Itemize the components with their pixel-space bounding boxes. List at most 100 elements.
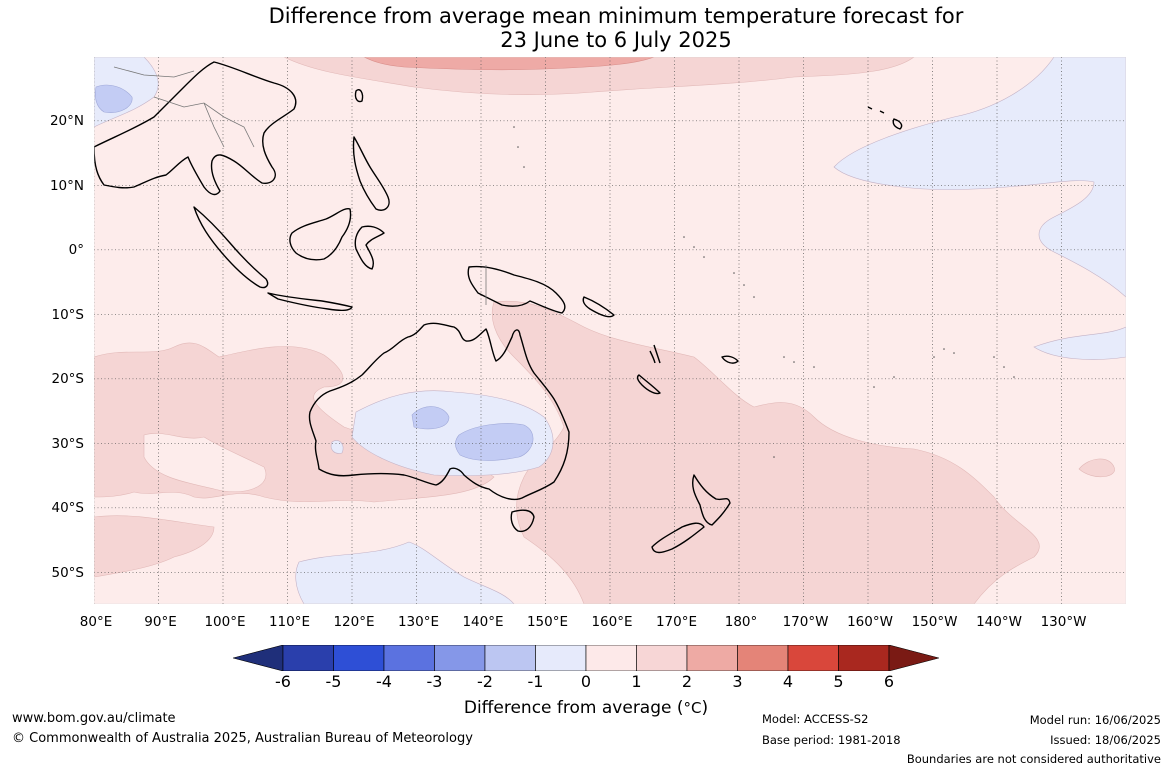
forecast-map <box>94 57 1126 604</box>
latitude-label: 10°N <box>49 177 84 194</box>
colorbar-segment <box>383 645 435 671</box>
colorbar-segment <box>585 645 637 671</box>
colorbar-tick-label: 1 <box>631 672 642 691</box>
colorbar-tick-label: 6 <box>883 672 895 691</box>
coastline-sumatra <box>193 206 269 289</box>
coastline-new-zealand-north <box>691 474 731 526</box>
coastline-new-guinea <box>467 265 566 314</box>
colorbar-max-arrow <box>888 645 939 671</box>
model-run-date: Model run: 16/06/2025 <box>1029 713 1161 727</box>
anomaly-region-west-colder <box>94 84 133 113</box>
longitude-label: 150°W <box>911 614 958 630</box>
colorbar-tick-label: -3 <box>426 672 443 691</box>
coastline-sulawesi <box>354 225 385 270</box>
colorbar-segment <box>434 645 486 671</box>
boundary-se-asia <box>113 66 255 148</box>
coastline-philippines <box>352 136 390 211</box>
coastline-taiwan <box>354 89 364 103</box>
longitude-label: 80°E <box>79 614 113 630</box>
anomaly-region-southern-cool <box>295 541 515 604</box>
coastline-new-zealand-south <box>651 522 705 554</box>
coastline-new-caledonia <box>636 374 661 395</box>
longitude-label: 100°E <box>204 614 246 630</box>
latitude-label: 20°S <box>51 371 85 387</box>
coastline-tasmania <box>510 509 535 533</box>
copyright-text: © Commonwealth of Australia 2025, Austra… <box>12 731 473 746</box>
colorbar-tick-label: -1 <box>527 672 544 691</box>
pacific-island-dots <box>513 126 1015 458</box>
anomaly-region-south-pacific <box>491 300 1040 604</box>
longitude-label: 160°E <box>591 614 633 630</box>
anomaly-region-north-pacific-hot <box>363 57 655 71</box>
anomaly-region-south-ocean <box>94 515 215 578</box>
colorbar-tick-label: -5 <box>325 672 342 691</box>
anomaly-region-ne-pacific-cool <box>833 57 1126 298</box>
coastline-fiji <box>721 355 739 364</box>
colorbar-segment <box>636 645 688 671</box>
longitude-label: 90°E <box>144 614 177 630</box>
coastline-solomon-islands <box>582 296 615 318</box>
colorbar-tick-label: 3 <box>732 672 743 691</box>
longitude-label: 180° <box>724 614 758 630</box>
anomaly-region-east-pacific-warm <box>1078 458 1115 478</box>
colorbar-tick-label: 4 <box>782 672 794 691</box>
longitude-label: 140°E <box>462 614 504 630</box>
anomaly-region-australia-south-cool <box>330 440 344 454</box>
colorbar-title-text: Difference from average ( <box>463 698 684 718</box>
coastline-vanuatu <box>649 344 661 364</box>
colorbar-segment <box>484 645 536 671</box>
colorbar-segment <box>838 645 890 671</box>
latitude-label: 20°N <box>49 113 84 129</box>
latitude-label: 10°S <box>51 306 85 323</box>
colorbar-tick-label: -4 <box>376 672 392 691</box>
colorbar-segment <box>282 645 334 671</box>
colorbar-title-close: ) <box>701 698 709 718</box>
title-line-1: Difference from average mean minimum tem… <box>268 4 964 28</box>
colorbar-segment <box>686 645 738 671</box>
colorbar-segment <box>737 645 789 671</box>
coastline-hawaii <box>867 106 903 130</box>
model-name: Model: ACCESS-S2 <box>762 712 869 726</box>
longitude-label: 140°W <box>976 614 1022 630</box>
title-line-2: 23 June to 6 July 2025 <box>500 28 732 52</box>
issued-date: Issued: 18/06/2025 <box>1050 733 1161 747</box>
anomaly-region-australia-colder-east <box>455 423 534 461</box>
boundaries-disclaimer: Boundaries are not considered authoritat… <box>906 752 1161 766</box>
colorbar-tick-label: 2 <box>681 672 693 691</box>
latitude-label: 40°S <box>51 500 85 516</box>
colorbar-tick-label: 5 <box>833 672 844 691</box>
longitude-label: 120°E <box>333 614 375 630</box>
latitude-label: 0° <box>68 242 84 258</box>
coastline-java <box>267 292 353 312</box>
map-title: Difference from average mean minimum tem… <box>0 4 1173 52</box>
colorbar-min-arrow <box>233 645 284 671</box>
colorbar-title-unit: °C <box>683 699 702 717</box>
longitude-label: 170°E <box>655 614 698 630</box>
country-boundaries <box>113 66 487 305</box>
website-link[interactable]: www.bom.gov.au/climate <box>12 711 176 726</box>
anomaly-region-sw-indian-cool <box>143 433 267 493</box>
colorbar-tick-label: 0 <box>580 672 592 691</box>
coastlines <box>94 61 903 554</box>
colorbar-title: Difference from average (°C) <box>464 698 708 718</box>
longitude-label: 160°W <box>847 614 893 630</box>
graticule <box>94 57 1126 604</box>
colorbar-tick-label: -2 <box>477 672 493 691</box>
coastline-borneo <box>289 207 352 261</box>
colorbar-segment <box>333 645 385 671</box>
base-period: Base period: 1981-2018 <box>762 733 901 747</box>
colorbar <box>233 645 939 671</box>
colorbar-segment <box>787 645 839 671</box>
latitude-label: 50°S <box>51 564 85 581</box>
anomaly-region-east-pacific-cool <box>1033 326 1126 360</box>
longitude-label: 110°E <box>268 614 311 630</box>
coastline-australia <box>308 322 570 501</box>
colorbar-tick-label: -6 <box>275 672 291 691</box>
colorbar-segment <box>535 645 587 671</box>
longitude-label: 130°E <box>397 614 440 630</box>
latitude-label: 30°S <box>51 435 85 452</box>
coastline-se-asia <box>94 61 297 196</box>
anomaly-region-australia-colder-west <box>411 406 450 430</box>
longitude-label: 150°E <box>526 614 569 630</box>
longitude-label: 170°W <box>782 614 829 630</box>
